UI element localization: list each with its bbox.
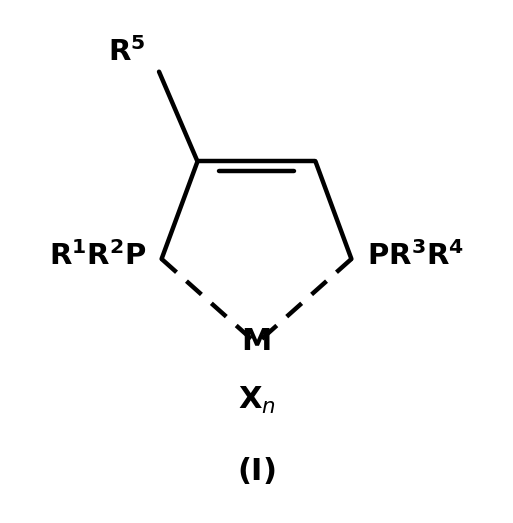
Text: ($\mathbf{I}$): ($\mathbf{I}$) bbox=[237, 456, 276, 486]
Text: X$_{n}$: X$_{n}$ bbox=[238, 384, 275, 416]
Text: PR$^{\mathbf{3}}$R$^{\mathbf{4}}$: PR$^{\mathbf{3}}$R$^{\mathbf{4}}$ bbox=[367, 242, 464, 271]
Text: M: M bbox=[241, 326, 272, 356]
Text: R$^{\mathbf{1}}$R$^{\mathbf{2}}$P: R$^{\mathbf{1}}$R$^{\mathbf{2}}$P bbox=[49, 242, 146, 271]
Text: R$^{\mathbf{5}}$: R$^{\mathbf{5}}$ bbox=[108, 37, 145, 66]
